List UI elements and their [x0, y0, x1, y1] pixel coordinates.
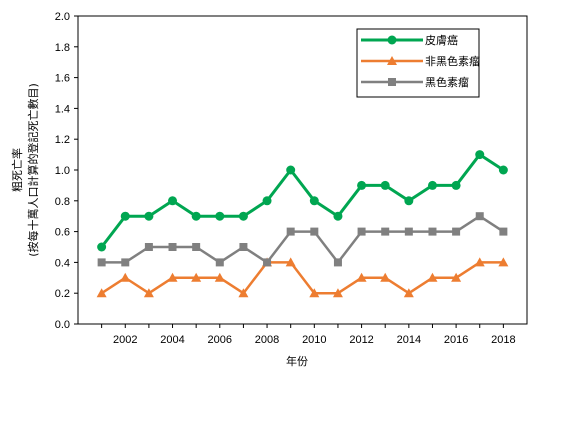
y-tick-label: 1.2: [55, 134, 70, 146]
data-point: [120, 272, 131, 282]
y-tick-label: 0.2: [55, 288, 70, 300]
data-point: [214, 272, 225, 282]
data-point: [263, 258, 272, 267]
x-tick-label: 2014: [397, 334, 421, 346]
data-point: [380, 272, 391, 282]
data-point: [404, 196, 414, 206]
data-point: [191, 272, 202, 282]
x-tick-label: 2002: [113, 334, 137, 346]
data-point: [451, 180, 461, 190]
data-point: [215, 211, 225, 221]
series-line: [100, 261, 504, 295]
x-tick-label: 2016: [444, 334, 468, 346]
data-point: [143, 288, 154, 298]
x-tick-label: 2012: [349, 334, 373, 346]
data-point: [121, 258, 130, 267]
series-1: [97, 150, 508, 252]
series-3: [97, 212, 508, 267]
series-line: [100, 153, 505, 248]
y-tick-label: 2.0: [55, 11, 70, 23]
data-point: [452, 227, 461, 236]
data-point: [333, 258, 342, 267]
legend-label: 非黑色素瘤: [425, 54, 480, 68]
data-point: [167, 272, 178, 282]
data-point: [475, 212, 484, 221]
y-axis-title-line2: (按每十萬人口計算的登記死亡數目): [26, 83, 40, 257]
data-point: [97, 242, 107, 252]
data-point: [309, 196, 319, 206]
legend-marker: [388, 78, 396, 86]
series-2: [96, 257, 509, 298]
data-point: [215, 258, 224, 267]
data-point: [238, 288, 249, 298]
series-line: [101, 214, 505, 264]
y-tick-label: 0.6: [55, 227, 70, 239]
y-axis-title-line1: 粗死亡率: [10, 148, 24, 192]
y-axis: 0.0 0.2 0.4 0.6 0.8 1.0 1.2 1.4 1.6 1.8 2.0: [55, 11, 78, 331]
legend-entry: 黑色素瘤: [361, 75, 469, 89]
legend-label: 黑色素瘤: [425, 75, 469, 89]
data-point: [144, 211, 154, 221]
y-tick-label: 1.6: [55, 73, 70, 85]
data-point: [285, 257, 296, 267]
data-point: [404, 227, 413, 236]
data-point: [191, 211, 201, 221]
x-tick-label: 2006: [208, 334, 232, 346]
data-point: [356, 272, 367, 282]
x-axis: 2002 2004 2006 2008 2010 2012 2014 2016 2018: [101, 324, 516, 346]
data-point: [380, 180, 390, 190]
x-tick-label: 2008: [255, 334, 279, 346]
data-point: [144, 243, 153, 251]
data-point: [332, 288, 343, 298]
y-tick-label: 0.8: [55, 196, 70, 208]
x-tick-label: 2018: [491, 334, 515, 346]
legend-label: 皮膚癌: [425, 33, 458, 47]
series-layer: [96, 150, 509, 298]
y-tick-label: 1.0: [55, 165, 70, 177]
data-point: [97, 258, 106, 267]
data-point: [475, 150, 485, 160]
data-point: [451, 272, 462, 282]
data-point: [168, 196, 178, 206]
data-point: [357, 180, 367, 190]
data-point: [427, 180, 437, 190]
x-tick-label: 2004: [160, 334, 184, 346]
data-point: [427, 272, 438, 282]
data-point: [498, 165, 508, 175]
legend-entry: 皮膚癌: [361, 33, 458, 47]
data-point: [499, 227, 508, 236]
y-tick-label: 1.8: [55, 42, 70, 54]
data-point: [262, 196, 272, 206]
legend-marker: [387, 56, 397, 65]
data-point: [239, 243, 248, 251]
data-point: [286, 165, 296, 175]
y-tick-label: 1.4: [55, 103, 70, 115]
data-point: [192, 243, 201, 251]
x-axis-title: 年份: [286, 354, 308, 368]
data-point: [120, 211, 130, 221]
legend-marker: [387, 35, 397, 45]
data-point: [310, 227, 319, 236]
y-tick-label: 0.0: [55, 319, 70, 331]
legend-entry: 非黑色素瘤: [361, 54, 480, 68]
data-point: [168, 243, 177, 251]
data-point: [286, 227, 295, 236]
data-point: [333, 211, 343, 221]
data-point: [428, 227, 437, 236]
data-point: [357, 227, 366, 236]
data-point: [381, 227, 390, 236]
data-point: [96, 288, 107, 298]
data-point: [498, 257, 509, 267]
data-point: [474, 257, 485, 267]
y-tick-label: 0.4: [55, 257, 70, 269]
x-tick-label: 2010: [302, 334, 326, 346]
data-point: [309, 288, 320, 298]
data-point: [238, 211, 248, 221]
data-point: [403, 288, 414, 298]
